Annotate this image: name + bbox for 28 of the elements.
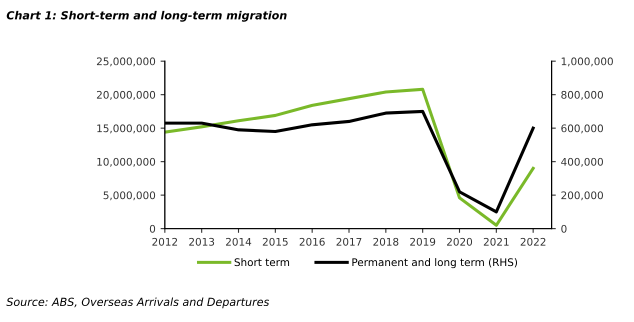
x-tick-label: 2012 <box>152 238 178 246</box>
chart-title: Chart 1: Short-term and long-term migration <box>6 10 287 22</box>
y2-tick-label: 0 <box>561 224 567 233</box>
x-tick-label: 2019 <box>410 238 436 246</box>
y-tick-label: 15,000,000 <box>97 124 156 134</box>
y2-tick-label: 800,000 <box>561 90 603 100</box>
y2-tick-label: 400,000 <box>561 158 603 167</box>
x-tick-label: 2022 <box>520 238 546 246</box>
y-tick-label: 20,000,000 <box>96 90 156 100</box>
x-tick-label: 2020 <box>447 238 472 246</box>
y-tick-label: 0 <box>150 224 156 233</box>
y2-tick-label: 600,000 <box>561 124 603 134</box>
x-tick-label: 2013 <box>189 238 214 246</box>
y2-tick-label: 200,000 <box>561 191 603 200</box>
x-tick-label: 2014 <box>226 238 252 246</box>
source-note: Source: ABS, Overseas Arrivals and Departures <box>6 297 270 308</box>
x-tick-label: 2016 <box>300 238 325 246</box>
x-tick-label: 2021 <box>484 238 509 246</box>
x-tick-label: 2018 <box>373 238 398 246</box>
y2-tick-label: 1,000,000 <box>562 57 613 66</box>
y-tick-label: 10,000,000 <box>97 158 156 167</box>
legend-label: Short term <box>234 258 290 266</box>
y-tick-label: 5,000,000 <box>104 191 156 200</box>
line-series <box>164 88 535 227</box>
x-tick-label: 2015 <box>262 238 288 246</box>
y-tick-label: 25,000,000 <box>96 57 156 66</box>
legend-label: Permanent and long term (RHS) <box>352 258 518 268</box>
x-tick-label: 2017 <box>336 238 362 246</box>
